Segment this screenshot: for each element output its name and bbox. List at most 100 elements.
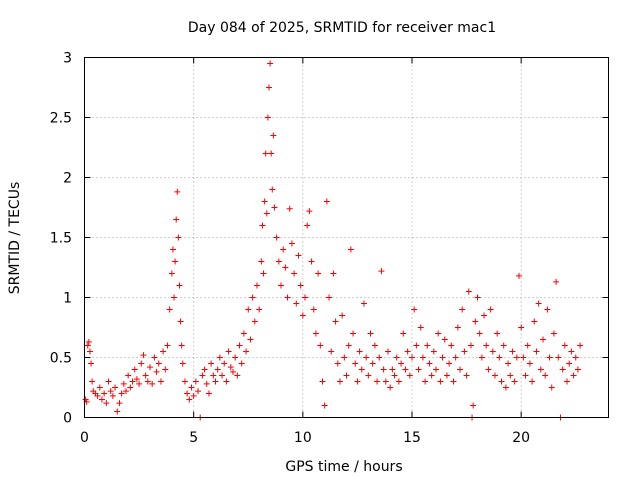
data-point [457,366,464,373]
data-point [120,380,127,387]
data-point [553,278,560,285]
data-point [153,368,160,375]
data-point [472,318,479,325]
data-point [391,372,398,379]
data-point [259,222,266,229]
data-point [131,366,138,373]
data-point [186,396,193,403]
data-point [524,342,531,349]
data-point [256,306,263,313]
chart-title: Day 084 of 2025, SRMTID for receiver mac… [188,20,496,36]
data-point [323,198,330,205]
data-point [166,306,173,313]
data-point [216,354,223,361]
data-point [98,396,105,403]
data-point [483,342,490,349]
data-point [190,392,197,399]
data-point [321,402,328,409]
data-point [531,318,538,325]
data-point [109,392,116,399]
data-point [278,282,284,289]
data-point [172,258,179,265]
data-point [269,186,276,193]
data-point [574,366,581,373]
data-point [526,360,533,367]
data-point [258,258,265,265]
data-point [500,342,507,349]
data-point [232,354,239,361]
data-point [181,378,188,385]
data-point [144,378,151,385]
data-point [328,348,335,355]
data-point [334,360,341,367]
data-point [496,354,503,361]
data-point [430,348,437,355]
data-point [446,360,453,367]
data-point [380,366,387,373]
data-point [223,378,230,385]
data-point [367,330,374,337]
data-point [443,372,450,379]
data-point [271,204,278,211]
data-point [402,366,409,373]
data-point [350,330,357,337]
x-tick-label: 20 [512,430,530,446]
data-point [454,324,461,331]
data-point [221,360,228,367]
data-point [264,114,271,121]
data-point [544,306,551,313]
data-point [319,378,326,385]
data-point [450,378,457,385]
data-point [406,372,413,379]
data-point [263,210,270,217]
data-point [162,366,169,373]
data-point [498,378,505,385]
data-point [192,378,199,385]
data-point [478,354,485,361]
data-point [339,312,346,319]
data-point [297,282,304,289]
data-point [184,390,191,397]
data-point [304,222,311,229]
x-tick-label: 5 [189,430,198,446]
data-point [240,330,247,337]
data-point [214,366,221,373]
y-tick-label: 2 [63,171,72,187]
data-point [487,306,494,313]
data-point [548,384,555,391]
data-point [249,294,256,301]
data-point [540,336,546,343]
data-point [282,264,289,271]
data-point [437,378,444,385]
data-point [295,252,302,259]
data-point [561,342,568,349]
data-point [376,354,383,361]
data-point [155,360,162,367]
data-point [205,390,212,397]
data-point [261,198,268,205]
data-point [245,306,252,313]
data-point [310,306,317,313]
data-point [88,360,95,367]
data-point [509,348,516,355]
data-point [566,360,573,367]
data-point [267,60,274,67]
data-point [291,270,298,277]
data-point [463,372,470,379]
data-point [435,330,442,337]
data-point [369,360,376,367]
data-point [577,342,584,349]
data-point [299,312,306,319]
data-point [336,378,343,385]
data-point [179,360,186,367]
data-point [461,348,468,355]
data-point [243,348,250,355]
data-point [433,366,440,373]
data-point [260,270,267,277]
data-point [352,360,359,367]
data-point [374,378,381,385]
data-point [419,354,426,361]
data-point [439,354,446,361]
data-point [262,150,269,157]
data-point [288,240,295,247]
